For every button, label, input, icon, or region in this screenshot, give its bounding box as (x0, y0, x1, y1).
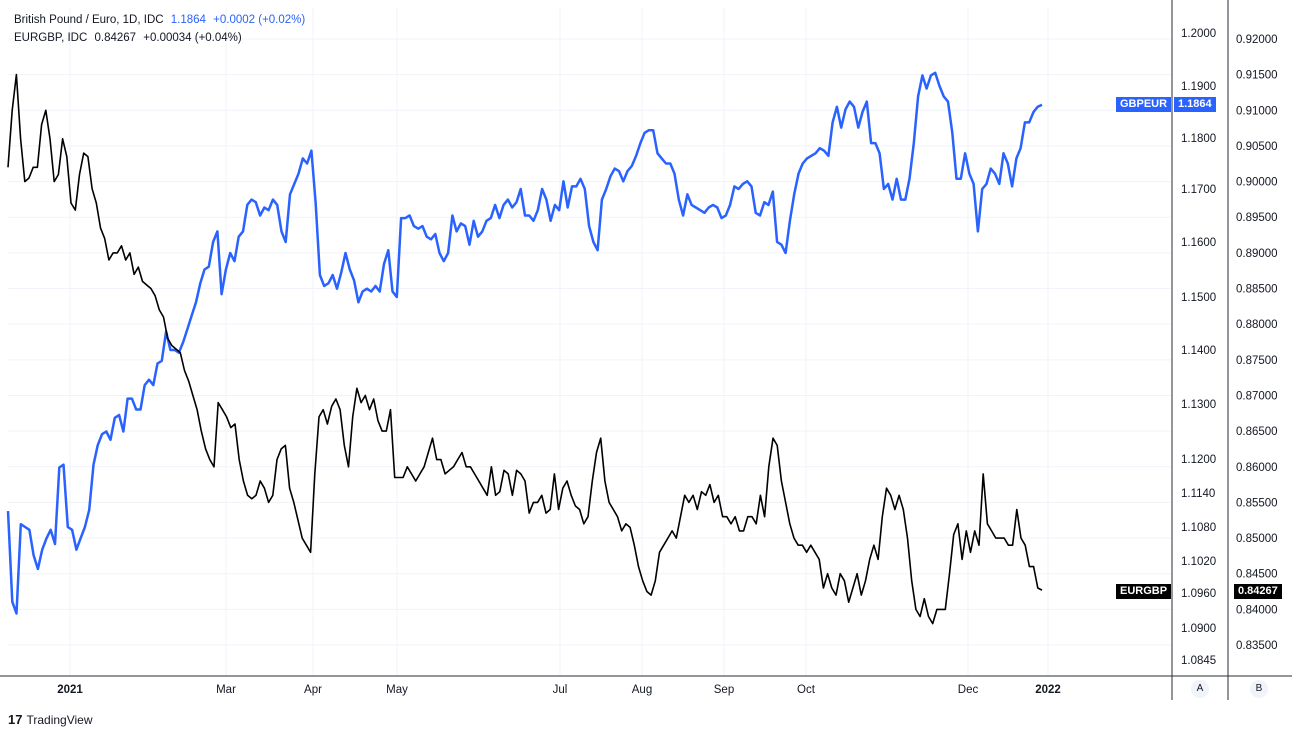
series-line-gbpeur (6, 71, 1043, 615)
series-lines (6, 71, 1043, 625)
axis-a-tick: 1.1800 (1181, 133, 1216, 145)
axis-b-tick: 0.87500 (1236, 355, 1278, 367)
axis-b-tick: 0.90500 (1236, 141, 1278, 153)
axis-a-tick: 1.0845 (1181, 655, 1216, 667)
axis-a-tick: 1.1020 (1181, 556, 1216, 568)
time-axis-tick: Dec (958, 684, 979, 696)
axis-a-tick: 1.1300 (1181, 399, 1216, 411)
axis-a-tick: 1.1200 (1181, 454, 1216, 466)
legend-eurgbp-change: +0.00034 (+0.04%) (143, 32, 242, 44)
axis-a-tick: 1.1700 (1181, 184, 1216, 196)
legend-eurgbp-value: 0.84267 (94, 32, 137, 44)
axis-b-tick: 0.86500 (1236, 426, 1278, 438)
grid (0, 0, 1292, 700)
axis-a-tick: 1.2000 (1181, 28, 1216, 40)
axis-a-tick: 1.0960 (1181, 588, 1216, 600)
legend-gbpeur-change: +0.0002 (+0.02%) (213, 14, 306, 26)
axis-b-tick: 0.86000 (1236, 462, 1278, 474)
axis-b-tick: 0.84500 (1236, 569, 1278, 581)
footer[interactable]: 17 TradingView (8, 712, 93, 727)
time-axis-tick: 2021 (57, 684, 83, 696)
axis-b-tick: 0.84000 (1236, 604, 1278, 616)
time-axis-tick: Jul (553, 684, 568, 696)
price-axis-a[interactable]: 1.2000 1.1900 1.1800 1.1700 1.1600 1.1500 1.14… (1181, 28, 1216, 667)
time-axis[interactable]: 2021 Mar Apr May Jul Aug Sep Oct Dec 2022 (57, 684, 1061, 696)
axis-b-tick: 0.91500 (1236, 70, 1278, 82)
axis-a-tick: 1.1400 (1181, 345, 1216, 357)
tradingview-logo-icon: 17 (8, 712, 23, 727)
time-axis-tick: Sep (714, 684, 734, 696)
axis-b-tick: 0.83500 (1236, 640, 1278, 652)
legend-gbpeur[interactable]: British Pound / Euro, 1D, IDC 1.1864 +0.… (14, 14, 309, 26)
gbpeur-value-tag: 1.1864 (1174, 97, 1216, 112)
axis-b-tick: 0.88000 (1236, 319, 1278, 331)
time-axis-tick: Mar (216, 684, 236, 696)
time-axis-tick: May (386, 684, 408, 696)
legend-eurgbp-name: EURGBP, IDC (14, 32, 88, 44)
time-axis-tick: Apr (304, 684, 322, 696)
axis-b-tick: 0.91000 (1236, 105, 1278, 117)
axis-b-tick: 0.89500 (1236, 212, 1278, 224)
axis-b-tick: 0.85500 (1236, 497, 1278, 509)
series-line-eurgbp (7, 73, 1043, 625)
axis-a-tick: 1.0900 (1181, 623, 1216, 635)
price-axis-b[interactable]: 0.92000 0.91500 0.91000 0.90500 0.90000 0.895… (1236, 34, 1278, 652)
gbpeur-name-tag: GBPEUR (1116, 97, 1172, 112)
axis-b-tick: 0.87000 (1236, 390, 1278, 402)
eurgbp-value-tag: 0.84267 (1234, 584, 1282, 599)
axis-b-tick: 0.88500 (1236, 284, 1278, 296)
time-axis-tick: 2022 (1035, 684, 1061, 696)
axis-a-tick: 1.1900 (1181, 81, 1216, 93)
tradingview-brand: TradingView (26, 712, 93, 727)
axis-a-tick: 1.1600 (1181, 237, 1216, 249)
legend-eurgbp[interactable]: EURGBP, IDC 0.84267 +0.00034 (+0.04%) (14, 32, 246, 44)
time-axis-tick: Aug (632, 684, 652, 696)
axis-a-tick: 1.1080 (1181, 522, 1216, 534)
axis-a-tick: 1.1500 (1181, 292, 1216, 304)
legend-gbpeur-value: 1.1864 (170, 14, 206, 26)
axis-a-tick: 1.1140 (1181, 488, 1215, 500)
eurgbp-name-tag: EURGBP (1116, 584, 1172, 599)
scale-button-a[interactable]: A (1191, 680, 1209, 698)
axis-b-tick: 0.89000 (1236, 248, 1278, 260)
scale-button-b[interactable]: B (1250, 680, 1268, 698)
legend-gbpeur-name: British Pound / Euro, 1D, IDC (14, 14, 164, 26)
axis-b-tick: 0.92000 (1236, 34, 1278, 46)
axis-b-tick: 0.90000 (1236, 177, 1278, 189)
axis-b-tick: 0.85000 (1236, 533, 1278, 545)
time-axis-tick: Oct (797, 684, 816, 696)
